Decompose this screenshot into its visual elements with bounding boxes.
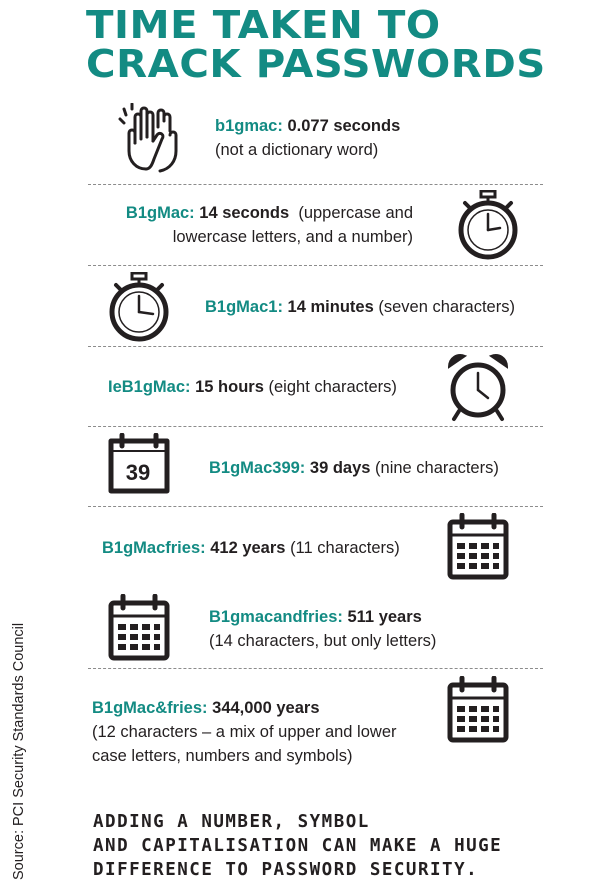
divider bbox=[88, 668, 543, 669]
password-note: (14 characters, but only letters) bbox=[209, 632, 437, 650]
crack-item-7: B1gMac&fries: 344,000 years (12 characte… bbox=[92, 696, 397, 768]
stopwatch-icon bbox=[456, 190, 520, 260]
title-line-1: TIME TAKEN TO bbox=[86, 3, 441, 47]
footer-message: ADDING A NUMBER, SYMBOL AND CAPITALISATI… bbox=[93, 810, 502, 882]
password-label: B1gMacfries: bbox=[102, 539, 206, 557]
divider bbox=[88, 184, 543, 185]
password-label: B1gMac&fries: bbox=[92, 699, 208, 717]
password-note: (12 characters – a mix of upper and lowe… bbox=[92, 723, 397, 741]
crack-duration: 412 years bbox=[210, 539, 286, 557]
password-label: b1gmac: bbox=[215, 117, 283, 135]
calendar-icon bbox=[446, 676, 510, 744]
password-note-line-2: lowercase letters, and a number) bbox=[172, 228, 413, 246]
divider bbox=[88, 265, 543, 266]
password-label: B1gMac399: bbox=[209, 459, 306, 477]
password-note: (eight characters) bbox=[268, 378, 397, 396]
crack-item-2: B1gMac1: 14 minutes (seven characters) bbox=[205, 295, 515, 319]
crack-duration: 39 days bbox=[309, 459, 371, 477]
stopwatch-icon bbox=[107, 272, 171, 342]
password-label: IeB1gMac: bbox=[108, 378, 191, 396]
clapping-hands-icon bbox=[116, 103, 190, 175]
crack-item-6: B1gmacandfries: 511 years (14 characters… bbox=[209, 605, 436, 653]
crack-item-3: IeB1gMac: 15 hours (eight characters) bbox=[108, 375, 397, 399]
calendar-icon bbox=[107, 594, 171, 662]
password-label: B1gMac1: bbox=[205, 298, 283, 316]
crack-item-0: b1gmac: 0.077 seconds (not a dictionary … bbox=[215, 114, 400, 162]
divider bbox=[88, 426, 543, 427]
title-line-2: CRACK PASSWORDS bbox=[86, 42, 546, 86]
password-label: B1gmacandfries: bbox=[209, 608, 343, 626]
calendar-day-number: 39 bbox=[126, 460, 150, 485]
footer-line-1: ADDING A NUMBER, SYMBOL bbox=[93, 812, 370, 832]
footer-line-3: DIFFERENCE TO PASSWORD SECURITY. bbox=[93, 860, 479, 880]
calendar-day-icon: 39 bbox=[107, 433, 171, 495]
divider bbox=[88, 506, 543, 507]
password-note: (11 characters) bbox=[290, 539, 400, 557]
crack-item-1: B1gMac: 14 seconds (uppercase and lowerc… bbox=[126, 201, 413, 249]
password-note-line-3: case letters, numbers and symbols) bbox=[92, 747, 353, 765]
calendar-icon bbox=[446, 513, 510, 581]
password-note: (not a dictionary word) bbox=[215, 141, 379, 159]
alarm-clock-icon bbox=[446, 351, 510, 423]
password-note: (uppercase and bbox=[298, 204, 413, 222]
page-title: TIME TAKEN TO CRACK PASSWORDS bbox=[86, 6, 546, 84]
password-label: B1gMac: bbox=[125, 204, 195, 222]
crack-item-4: B1gMac399: 39 days (nine characters) bbox=[209, 456, 499, 480]
crack-duration: 15 hours bbox=[195, 378, 264, 396]
crack-duration: 344,000 years bbox=[212, 699, 320, 717]
password-note: (nine characters) bbox=[375, 459, 499, 477]
password-note: (seven characters) bbox=[378, 298, 515, 316]
footer-line-2: AND CAPITALISATION CAN MAKE A HUGE bbox=[93, 836, 503, 856]
crack-duration: 511 years bbox=[347, 608, 422, 626]
divider bbox=[88, 346, 543, 347]
source-credit: Source: PCI Security Standards Council bbox=[11, 622, 27, 880]
crack-duration: 14 minutes bbox=[287, 298, 374, 316]
crack-item-5: B1gMacfries: 412 years (11 characters) bbox=[102, 536, 400, 560]
crack-duration: 14 seconds bbox=[199, 204, 290, 222]
crack-duration: 0.077 seconds bbox=[287, 117, 401, 135]
